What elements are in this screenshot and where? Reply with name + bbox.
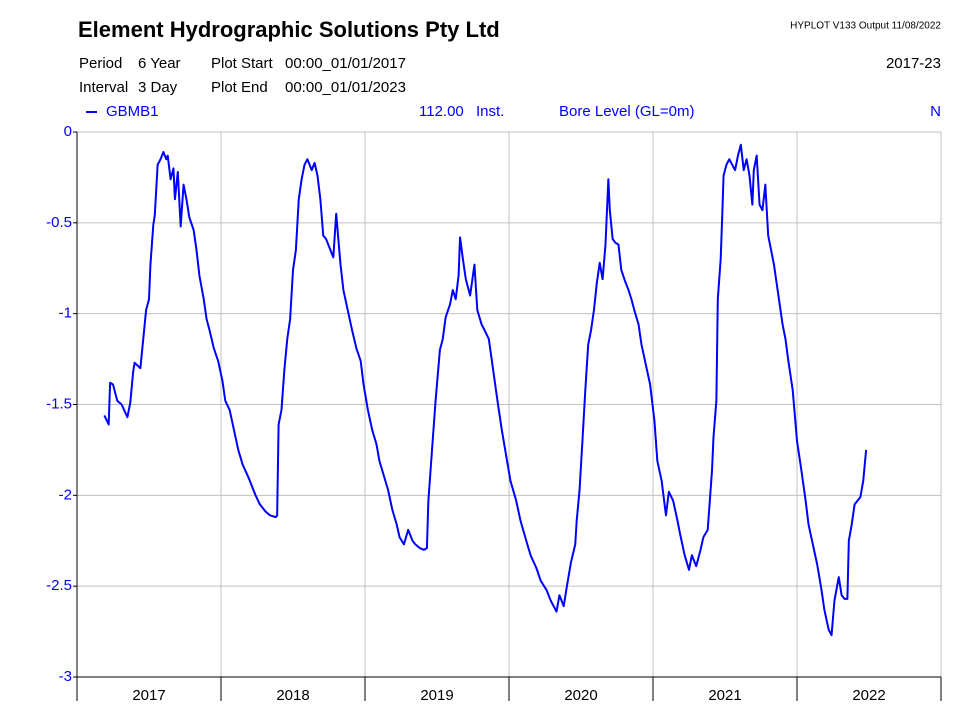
variable-mode: Inst.: [476, 103, 504, 120]
x-tick-label: 2022: [852, 687, 885, 704]
y-tick-label: -0.5: [46, 214, 72, 231]
x-tick-label: 2021: [708, 687, 741, 704]
header-value: 6 Year: [138, 55, 181, 72]
legend-entry: GBMB1: [106, 103, 159, 120]
header-label: Interval: [79, 79, 128, 96]
chart-title: Element Hydrographic Solutions Pty Ltd: [78, 17, 500, 42]
y-tick-label: -2.5: [46, 577, 72, 594]
y-tick-label: 0: [64, 123, 72, 140]
variable-label: Bore Level (GL=0m): [559, 103, 694, 120]
x-tick-label: 2020: [564, 687, 597, 704]
x-tick-label: 2017: [132, 687, 165, 704]
y-tick-label: -1.5: [46, 395, 72, 412]
program-info: HYPLOT V133 Output 11/08/2022: [790, 21, 941, 32]
header-value: 00:00_01/01/2023: [285, 79, 406, 96]
header-label: Plot End: [211, 79, 268, 96]
variable-flag: N: [930, 103, 941, 120]
range-label: 2017-23: [886, 55, 941, 72]
variable-code: 112.00: [419, 103, 464, 120]
y-tick-label: -1: [59, 305, 72, 322]
y-tick-label: -2: [59, 486, 72, 503]
header-value: 3 Day: [138, 79, 178, 96]
y-tick-label: -3: [59, 668, 72, 685]
data-line: [103, 143, 868, 637]
header-label: Period: [79, 55, 122, 72]
header-label: Plot Start: [211, 55, 274, 72]
x-tick-label: 2019: [420, 687, 453, 704]
header-value: 00:00_01/01/2017: [285, 55, 406, 72]
x-tick-label: 2018: [276, 687, 309, 704]
